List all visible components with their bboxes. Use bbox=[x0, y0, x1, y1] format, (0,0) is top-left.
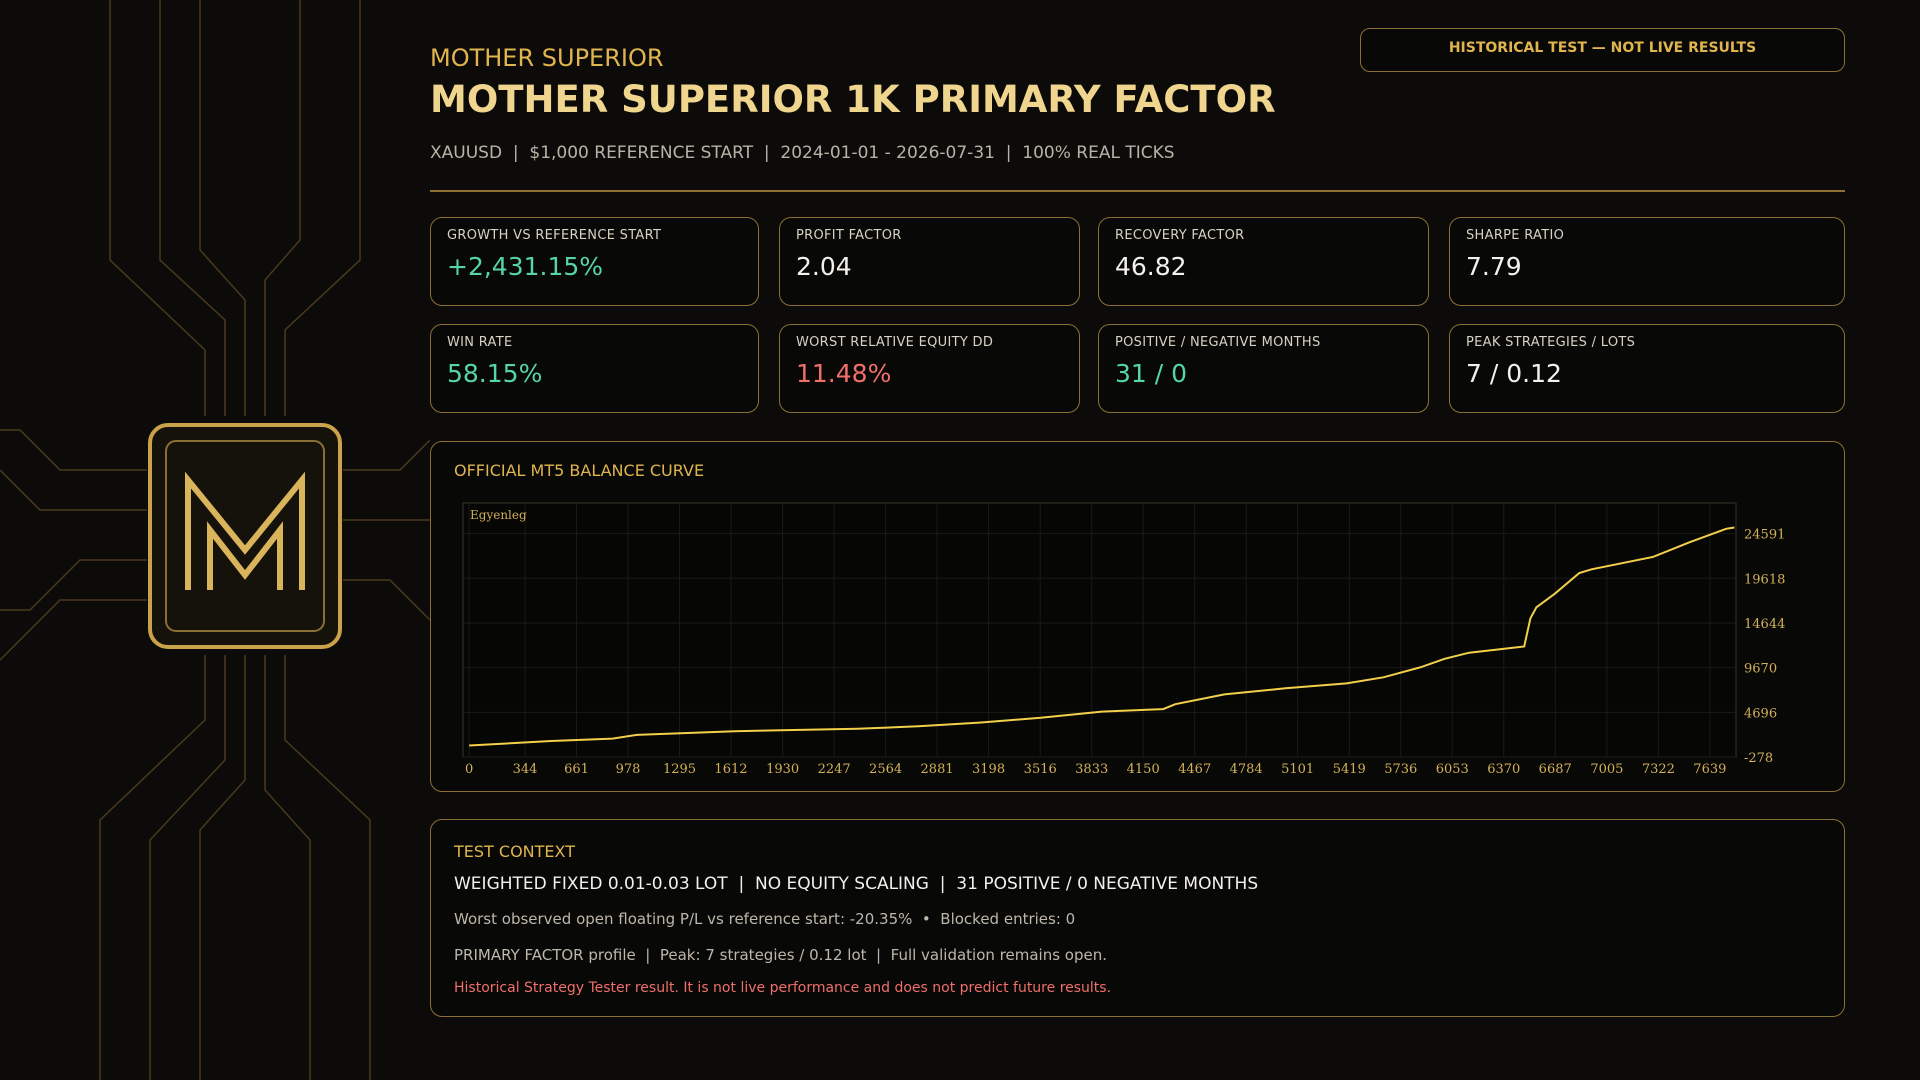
context-line: Worst observed open floating P/L vs refe… bbox=[454, 910, 1076, 928]
x-tick-label: 5419 bbox=[1333, 762, 1366, 777]
badge: HISTORICAL TEST — NOT LIVE RESULTS bbox=[1360, 28, 1845, 72]
x-tick-label: 1930 bbox=[766, 762, 799, 777]
meta: XAUUSD | $1,000 REFERENCE START | 2024-0… bbox=[430, 143, 1175, 163]
metric-value: 7 / 0.12 bbox=[1466, 359, 1562, 388]
metric-card: WORST RELATIVE EQUITY DD 11.48% bbox=[779, 324, 1080, 413]
context-line: WEIGHTED FIXED 0.01-0.03 LOT | NO EQUITY… bbox=[454, 874, 1259, 894]
y-tick-label: 9670 bbox=[1744, 662, 1777, 677]
metric-card: PEAK STRATEGIES / LOTS 7 / 0.12 bbox=[1449, 324, 1845, 413]
x-tick-label: 5736 bbox=[1384, 762, 1417, 777]
x-tick-label: 7005 bbox=[1590, 762, 1623, 777]
chart: 0 344 661 978 1295 1612 1930 2247 2564 2881 3198 35… bbox=[462, 502, 1785, 777]
y-tick-label: 4696 bbox=[1744, 706, 1777, 721]
metric-label: POSITIVE / NEGATIVE MONTHS bbox=[1115, 335, 1321, 350]
x-tick-label: 3198 bbox=[972, 762, 1005, 777]
x-tick-label: 6370 bbox=[1487, 762, 1520, 777]
plot-area bbox=[462, 502, 1737, 758]
metric-label: RECOVERY FACTOR bbox=[1115, 228, 1245, 243]
metric-value: 11.48% bbox=[796, 359, 892, 388]
metric-card: GROWTH VS REFERENCE START +2,431.15% bbox=[430, 217, 759, 306]
metric-value: 7.79 bbox=[1466, 252, 1522, 281]
metric-value: 31 / 0 bbox=[1115, 359, 1188, 388]
divider bbox=[430, 190, 1845, 192]
metric-card: RECOVERY FACTOR 46.82 bbox=[1098, 217, 1429, 306]
metric-label: WORST RELATIVE EQUITY DD bbox=[796, 335, 994, 350]
x-tick-label: 4784 bbox=[1230, 762, 1263, 777]
metric-value: 2.04 bbox=[796, 252, 852, 281]
brand: MOTHER SUPERIOR bbox=[430, 44, 664, 72]
y-tick-label: 24591 bbox=[1744, 528, 1785, 543]
metric-value: 58.15% bbox=[447, 359, 543, 388]
metric-card: POSITIVE / NEGATIVE MONTHS 31 / 0 bbox=[1098, 324, 1429, 413]
x-tick-label: 2564 bbox=[869, 762, 902, 777]
x-tick-label: 2247 bbox=[818, 762, 851, 777]
x-tick-label: 3516 bbox=[1024, 762, 1057, 777]
x-tick-label: 7639 bbox=[1693, 762, 1726, 777]
y-tick-label: -278 bbox=[1744, 751, 1773, 766]
x-tick-label: 3833 bbox=[1075, 762, 1108, 777]
metric-label: SHARPE RATIO bbox=[1466, 228, 1565, 243]
x-tick-label: 6687 bbox=[1539, 762, 1572, 777]
title: MOTHER SUPERIOR 1K PRIMARY FACTOR bbox=[430, 78, 1276, 121]
x-tick-label: 1295 bbox=[663, 762, 696, 777]
x-tick-label: 6053 bbox=[1436, 762, 1469, 777]
context-title: TEST CONTEXT bbox=[454, 842, 575, 861]
metric-card: WIN RATE 58.15% bbox=[430, 324, 759, 413]
x-tick-label: 661 bbox=[564, 762, 589, 777]
context-line: Historical Strategy Tester result. It is… bbox=[454, 980, 1112, 996]
y-tick-label: 19618 bbox=[1744, 572, 1785, 587]
metric-card: PROFIT FACTOR 2.04 bbox=[779, 217, 1080, 306]
metric-label: WIN RATE bbox=[447, 335, 513, 350]
metric-value: +2,431.15% bbox=[447, 252, 604, 281]
x-tick-label: 1612 bbox=[714, 762, 747, 777]
x-tick-label: 7322 bbox=[1642, 762, 1675, 777]
x-tick-label: 5101 bbox=[1281, 762, 1314, 777]
x-tick-label: 4467 bbox=[1178, 762, 1211, 777]
context-card: TEST CONTEXT WEIGHTED FIXED 0.01-0.03 LO… bbox=[430, 819, 1845, 1017]
metric-label: PROFIT FACTOR bbox=[796, 228, 902, 243]
x-tick-label: 978 bbox=[616, 762, 641, 777]
metric-card: SHARPE RATIO 7.79 bbox=[1449, 217, 1845, 306]
metric-label: GROWTH VS REFERENCE START bbox=[447, 228, 662, 243]
x-tick-label: 344 bbox=[513, 762, 538, 777]
y-tick-label: 14644 bbox=[1744, 617, 1785, 632]
x-tick-label: 2881 bbox=[921, 762, 954, 777]
legend-label: Egyenleg bbox=[470, 508, 527, 522]
x-tick-label: 0 bbox=[465, 762, 473, 777]
badge-text: HISTORICAL TEST — NOT LIVE RESULTS bbox=[1448, 40, 1757, 56]
balance-line bbox=[469, 526, 1735, 747]
chart-title: OFFICIAL MT5 BALANCE CURVE bbox=[454, 461, 705, 480]
context-line: PRIMARY FACTOR profile | Peak: 7 strateg… bbox=[454, 946, 1107, 964]
metric-value: 46.82 bbox=[1115, 252, 1187, 281]
x-tick-label: 4150 bbox=[1127, 762, 1160, 777]
logo-decor bbox=[0, 0, 430, 1080]
metric-label: PEAK STRATEGIES / LOTS bbox=[1466, 335, 1636, 350]
